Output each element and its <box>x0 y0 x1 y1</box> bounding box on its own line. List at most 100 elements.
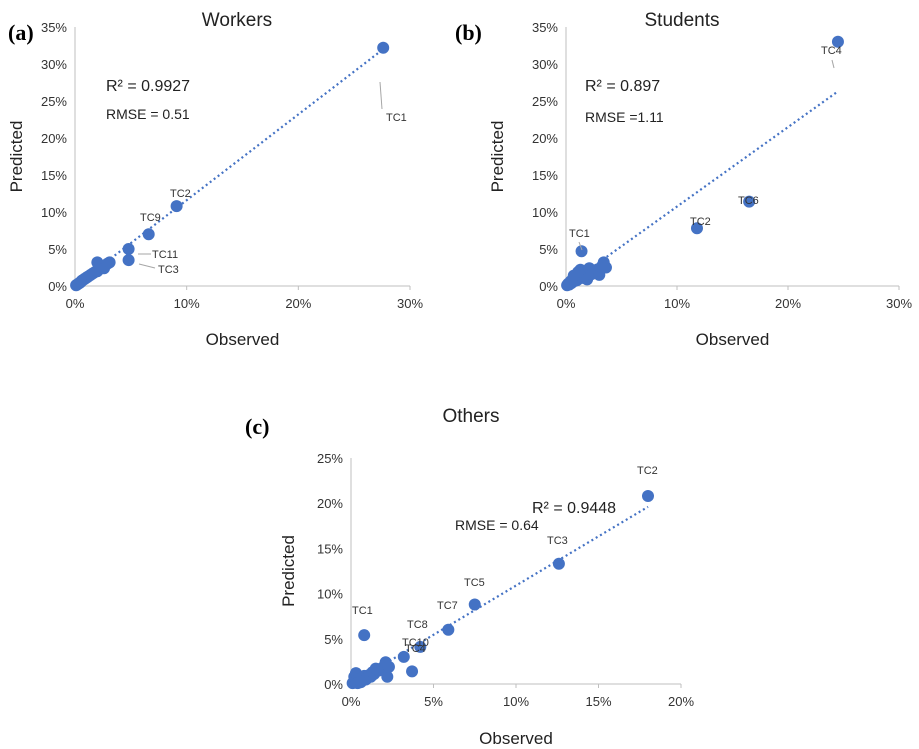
point-label: TC4 <box>405 643 426 655</box>
chart-students: 0% 5% 10% 15% 20% 25% 30% 35% 0% 10% 20% 30% Student… <box>488 10 912 349</box>
data-point <box>377 41 390 54</box>
y-tick-label: 10% <box>532 205 558 220</box>
y-tick-label: 5% <box>48 242 67 257</box>
leader-line <box>138 263 156 269</box>
data-point <box>381 670 394 683</box>
chart-title: Workers <box>202 10 272 31</box>
leader-line <box>379 81 383 110</box>
y-axis-title: Predicted <box>279 535 298 607</box>
data-point <box>103 256 116 269</box>
leader-line <box>831 59 835 69</box>
chart-title: Others <box>442 406 499 427</box>
y-axis-title: Predicted <box>7 121 26 193</box>
data-point <box>572 265 585 278</box>
r-squared-label: R² = 0.9927 <box>106 78 190 95</box>
y-tick-label: 0% <box>539 279 558 294</box>
panel-others: (c) 0% 5% 10% 15% 20% 25% 0% 5% 10% 15% 20% Others O… <box>235 390 695 749</box>
x-tick-label: 10% <box>503 694 529 709</box>
data-point <box>468 598 481 611</box>
y-tick-label: 15% <box>317 541 343 556</box>
r-squared-label: R² = 0.897 <box>585 78 660 95</box>
data-point <box>122 254 135 267</box>
data-point <box>406 665 419 678</box>
leader-line <box>578 241 583 251</box>
point-label: TC1 <box>569 228 590 240</box>
y-tick-label: 35% <box>532 20 558 35</box>
point-label: TC1 <box>352 605 373 617</box>
data-point <box>122 243 135 255</box>
x-tick-label: 0% <box>557 296 576 311</box>
point-label: TC7 <box>437 600 458 612</box>
r-squared-label: R² = 0.9448 <box>532 500 616 517</box>
y-tick-label: 25% <box>532 94 558 109</box>
data-point <box>358 629 371 642</box>
x-tick-label: 0% <box>342 694 361 709</box>
y-tick-label: 10% <box>41 205 67 220</box>
x-tick-label: 0% <box>66 296 85 311</box>
x-tick-label: 20% <box>285 296 311 311</box>
y-tick-label: 15% <box>532 168 558 183</box>
y-tick-label: 25% <box>317 451 343 466</box>
y-tick-label: 10% <box>317 587 343 602</box>
data-point <box>552 557 565 570</box>
point-label: TC10 <box>402 637 429 649</box>
panel-label-c: (c) <box>245 414 270 439</box>
point-label: TC6 <box>738 195 759 207</box>
rmse-label: RMSE = 0.64 <box>455 517 539 533</box>
panel-workers: (a) 0% 5% 10% 15% 20% 25% 30% 35% 0% 10% 20% 30% Wor… <box>0 0 455 360</box>
chart-workers: 0% 5% 10% 15% 20% 25% 30% 35% 0% 10% 20% 30% Workers… <box>7 10 423 349</box>
point-label: TC2 <box>170 188 191 200</box>
y-tick-label: 0% <box>324 677 343 692</box>
x-tick-label: 10% <box>174 296 200 311</box>
x-tick-label: 20% <box>775 296 801 311</box>
x-tick-label: 20% <box>668 694 694 709</box>
y-tick-label: 20% <box>532 131 558 146</box>
y-tick-label: 0% <box>48 279 67 294</box>
data-point <box>170 200 183 213</box>
chart-title: Students <box>645 10 720 31</box>
point-label: TC1 <box>386 112 407 124</box>
point-label: TC5 <box>464 577 485 589</box>
point-label: TC9 <box>140 212 161 224</box>
data-point <box>831 35 844 48</box>
x-tick-label: 5% <box>424 694 443 709</box>
panel-students: (b) 0% 5% 10% 15% 20% 25% 30% 35% 0% 10% 20% 30% Stu… <box>455 0 919 360</box>
panel-label-a: (a) <box>8 20 34 45</box>
y-tick-label: 20% <box>317 496 343 511</box>
x-axis-title: Observed <box>696 330 770 349</box>
y-axis-title: Predicted <box>488 121 507 193</box>
data-point <box>142 228 155 241</box>
rmse-label: RMSE = 0.51 <box>106 106 190 122</box>
data-point <box>743 195 756 208</box>
point-label: TC4 <box>821 45 842 57</box>
data-point <box>575 245 588 258</box>
point-label: TC3 <box>547 535 568 547</box>
y-tick-label: 30% <box>532 57 558 72</box>
y-tick-label: 5% <box>539 242 558 257</box>
y-tick-label: 20% <box>41 131 67 146</box>
y-tick-label: 30% <box>41 57 67 72</box>
x-tick-label: 10% <box>664 296 690 311</box>
data-point <box>397 650 410 663</box>
y-tick-label: 5% <box>324 632 343 647</box>
x-tick-label: 30% <box>886 296 912 311</box>
x-axis-title: Observed <box>206 330 280 349</box>
trendline <box>565 90 839 287</box>
data-point <box>414 640 427 653</box>
rmse-label: RMSE =1.11 <box>585 109 664 125</box>
x-tick-label: 15% <box>585 694 611 709</box>
point-label: TC8 <box>407 619 428 631</box>
y-tick-label: 15% <box>41 168 67 183</box>
y-tick-label: 35% <box>41 20 67 35</box>
data-point <box>642 489 654 502</box>
point-label: TC2 <box>690 216 711 228</box>
panel-label-b: (b) <box>455 20 482 45</box>
data-point <box>382 660 395 673</box>
x-tick-label: 30% <box>397 296 423 311</box>
point-label: TC2 <box>637 465 658 477</box>
data-point <box>442 623 455 636</box>
data-point <box>354 676 367 689</box>
data-point <box>599 261 612 274</box>
chart-others: 0% 5% 10% 15% 20% 25% 0% 5% 10% 15% 20% Others Obser… <box>279 406 694 748</box>
y-tick-label: 25% <box>41 94 67 109</box>
